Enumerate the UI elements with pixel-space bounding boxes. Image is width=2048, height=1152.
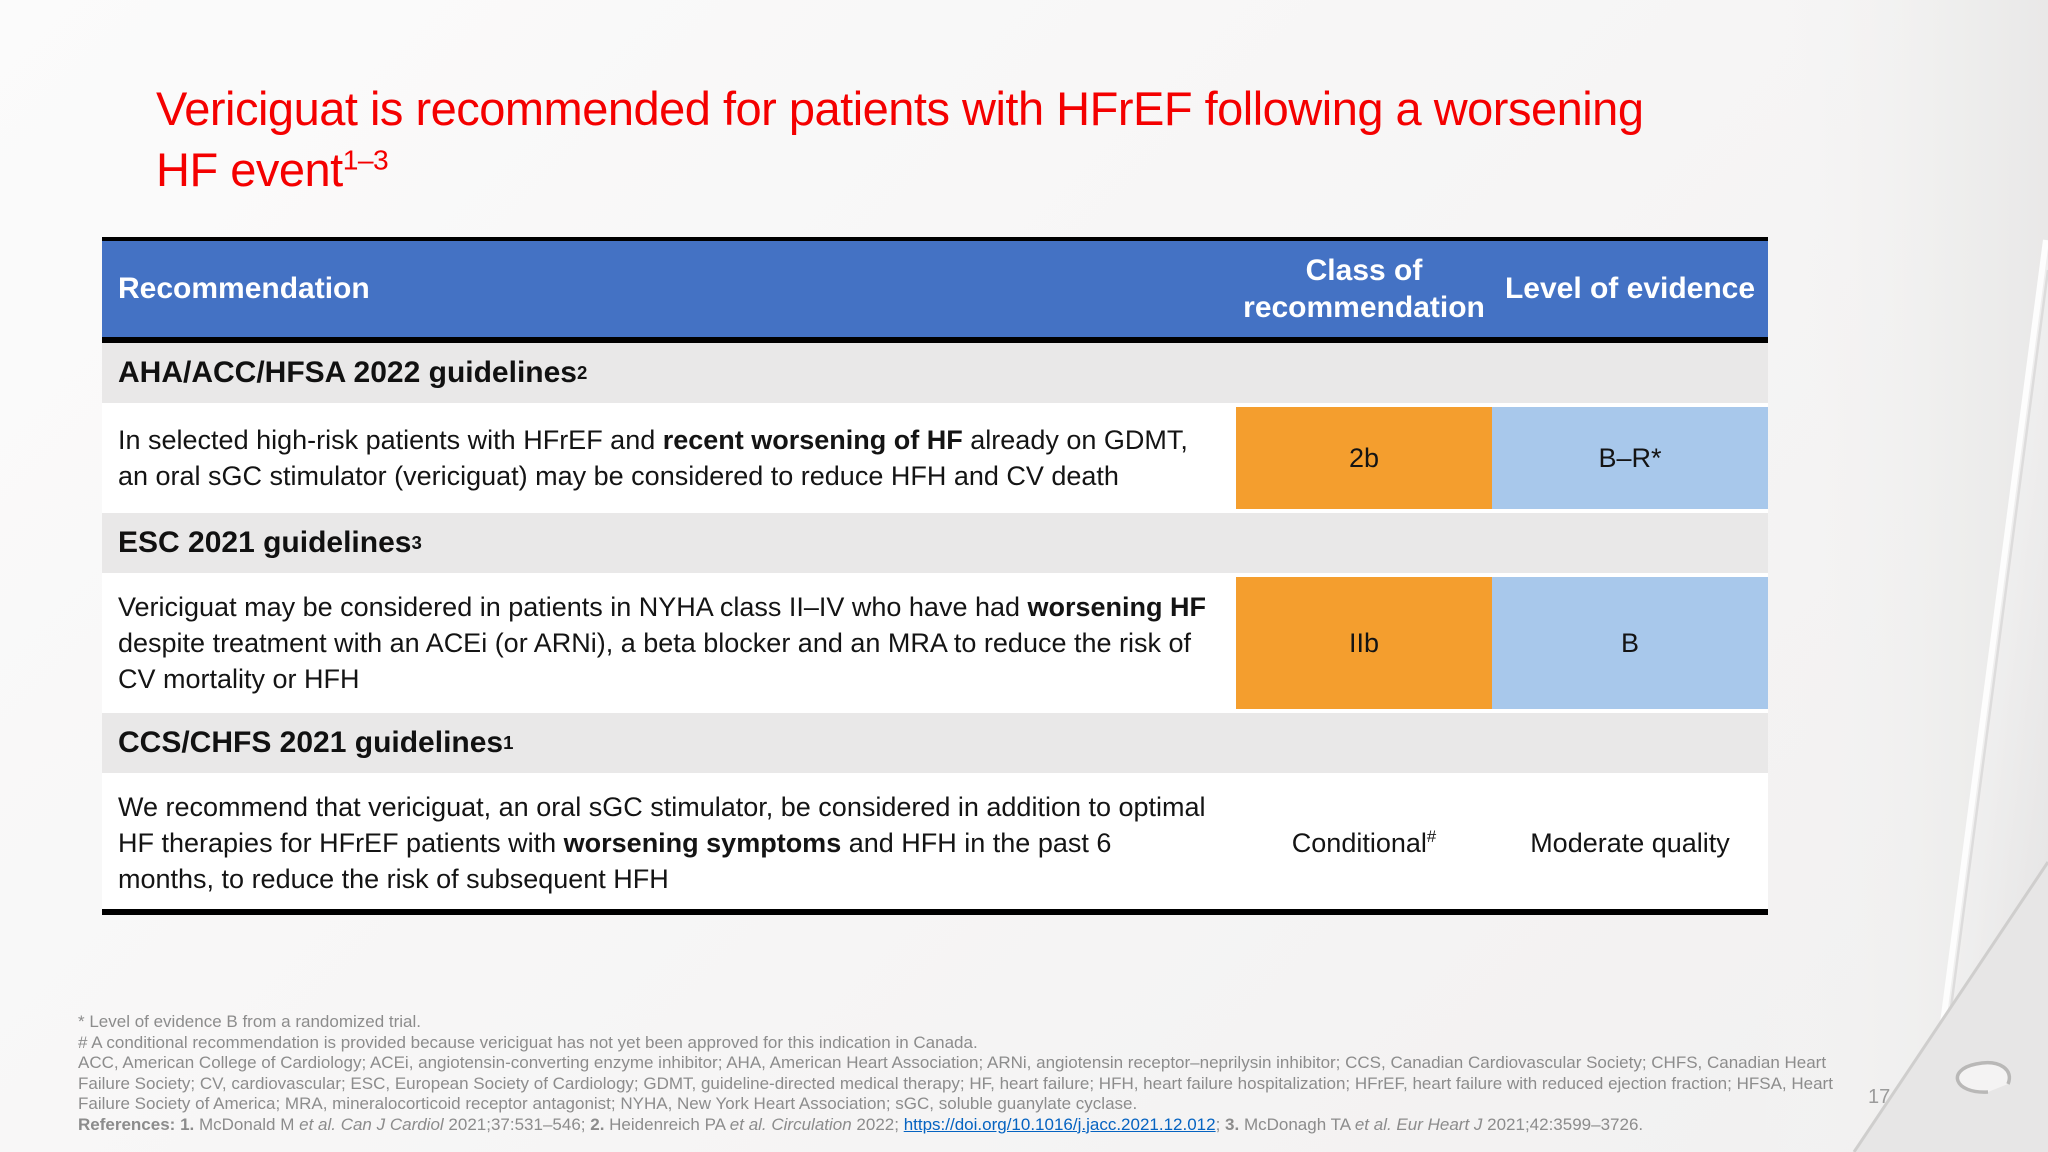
class-of-recommendation-cell: Conditional# (1236, 777, 1492, 909)
recommendation-text-pre: We recommend that vericiguat, an oral sG… (118, 792, 1206, 858)
class-of-recommendation-cell: 2b (1236, 407, 1492, 509)
row-gap (102, 709, 1768, 713)
reference-2-journal: et al. Circulation (729, 1114, 852, 1134)
recommendation-text-post: already on GDMT, an oral sGC stimulator … (118, 425, 1188, 491)
reference-1-number: 1. (180, 1114, 195, 1134)
table-bottom-border (102, 909, 1768, 915)
header-divider (102, 337, 1768, 343)
references-label: References: (78, 1114, 181, 1134)
decor-plane (1928, 240, 2048, 1152)
reference-3-number: 3. (1225, 1114, 1240, 1134)
row-gap (102, 773, 1768, 777)
slide-title-superscript: 1–3 (342, 143, 389, 176)
recommendation-text-pre: In selected high-risk patients with HFrE… (118, 425, 663, 455)
guidelines-table: Recommendation Class of recommendation L… (102, 237, 1768, 915)
header-class-of-recommendation: Class of recommendation (1243, 254, 1485, 324)
section-heading-text: CCS/CHFS 2021 guidelines (118, 726, 504, 759)
page-number: 17 (1868, 1086, 1891, 1108)
table-row-ccs: We recommend that vericiguat, an oral sG… (102, 777, 1768, 909)
reference-3-authors: McDonagh TA (1239, 1114, 1355, 1134)
class-value: Conditional (1291, 827, 1427, 858)
section-heading-text: AHA/ACC/HFSA 2022 guidelines (118, 356, 577, 389)
doi-link[interactable]: https://doi.org/10.1016/j.jacc.2021.12.0… (903, 1114, 1216, 1134)
header-level-of-evidence: Level of evidence (1504, 272, 1756, 305)
footnote-asterisk: * Level of evidence B from a randomized … (78, 1012, 422, 1031)
slide-title-line2: HF event (156, 143, 343, 196)
slide-title-line1: Vericiguat is recommended for patients w… (156, 82, 1644, 135)
decor-hook-shape (1955, 1061, 2012, 1094)
decor-seam-highlight (1923, 239, 2048, 1152)
reference-2-number: 2. (590, 1114, 605, 1134)
recommendation-text: In selected high-risk patients with HFrE… (102, 407, 1236, 509)
recommendation-text-post: despite treatment with an ACEi (or ARNi)… (118, 628, 1192, 694)
reference-2-authors: Heidenreich PA (604, 1114, 730, 1134)
level-of-evidence-cell: Moderate quality (1530, 827, 1730, 858)
row-gap (102, 403, 1768, 407)
recommendation-text: We recommend that vericiguat, an oral sG… (102, 777, 1236, 909)
reference-3-citation: 2021;42:3599–3726. (1482, 1114, 1644, 1134)
footnotes: * Level of evidence B from a randomized … (78, 1012, 1878, 1135)
class-value: 2b (1348, 442, 1380, 473)
table-row-aha: In selected high-risk patients with HFrE… (102, 407, 1768, 509)
header-recommendation: Recommendation (118, 272, 370, 305)
recommendation-text-bold: recent worsening of HF (662, 425, 963, 455)
reference-1-citation: 2021;37:531–546; (443, 1114, 591, 1134)
class-of-recommendation-cell: IIb (1236, 577, 1492, 709)
reference-3-journal: et al. Eur Heart J (1354, 1114, 1483, 1134)
section-heading-aha-acc-hfsa: AHA/ACC/HFSA 2022 guidelines 2 (102, 343, 1768, 403)
recommendation-text-bold: worsening symptoms (563, 828, 842, 858)
section-heading-text: ESC 2021 guidelines (118, 526, 412, 559)
slide-title: Vericiguat is recommended for patients w… (156, 78, 1916, 200)
level-of-evidence-cell: B (1492, 577, 1768, 709)
reference-1-journal: et al. Can J Cardiol (299, 1114, 444, 1134)
footnote-references: References: 1. McDonald M et al. Can J C… (78, 1115, 1878, 1136)
row-gap (102, 573, 1768, 577)
reference-2-citation: 2022; (851, 1114, 904, 1134)
decor-seam-shadow (1930, 269, 2048, 1152)
section-heading-esc: ESC 2021 guidelines 3 (102, 513, 1768, 573)
table-row-esc: Vericiguat may be considered in patients… (102, 577, 1768, 709)
recommendation-text-bold: worsening HF (1027, 592, 1207, 622)
footnote-hash: # A conditional recommendation is provid… (78, 1032, 978, 1052)
recommendation-text-pre: Vericiguat may be considered in patients… (118, 592, 1028, 622)
reference-1-authors: McDonald M (194, 1114, 300, 1134)
reference-link-separator: ; (1215, 1114, 1226, 1134)
class-value: IIb (1348, 627, 1380, 658)
table-header-row: Recommendation Class of recommendation L… (102, 241, 1768, 337)
row-gap (102, 509, 1768, 513)
level-of-evidence-cell: B–R* (1492, 407, 1768, 509)
recommendation-text-post: and HFH in the past 6 months, to reduce … (118, 828, 1112, 894)
recommendation-text: Vericiguat may be considered in patients… (102, 577, 1236, 709)
class-value-superscript: # (1426, 826, 1437, 846)
section-heading-ccs-chfs: CCS/CHFS 2021 guidelines 1 (102, 713, 1768, 773)
footnote-abbreviations: ACC, American College of Cardiology; ACE… (78, 1053, 1833, 1113)
